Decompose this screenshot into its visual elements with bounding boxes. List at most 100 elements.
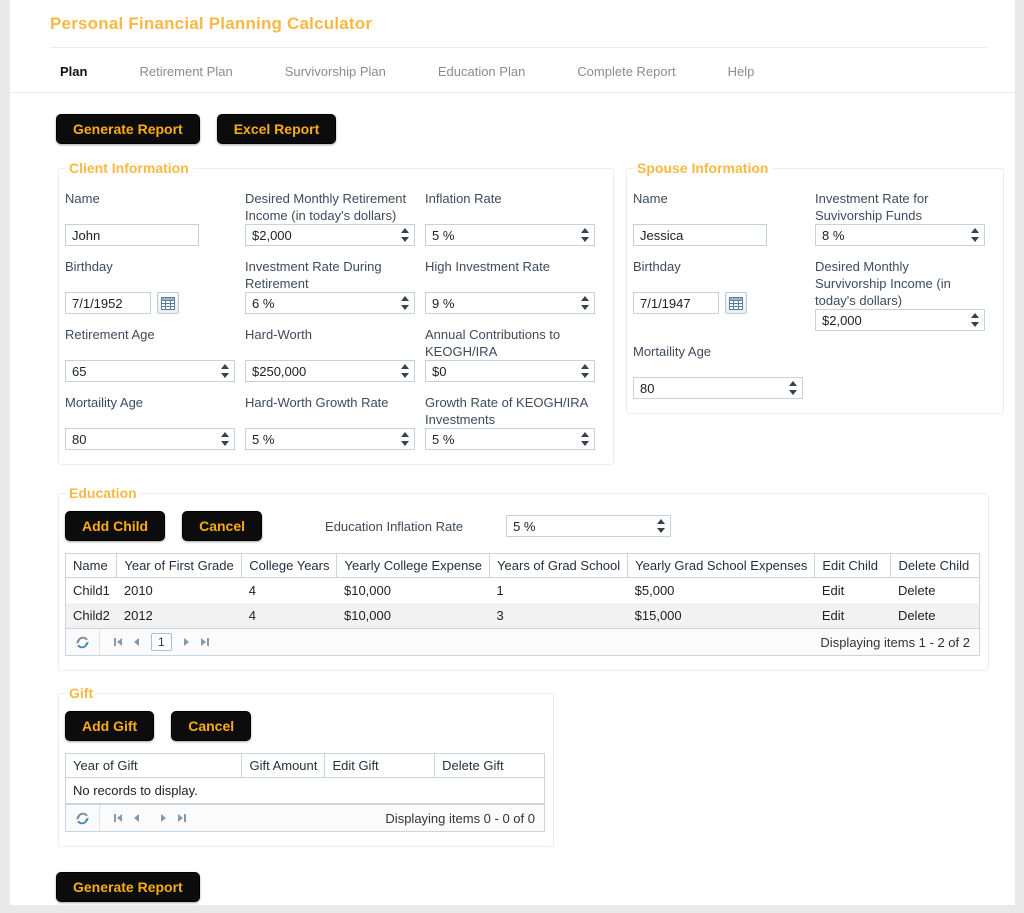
tab-plan[interactable]: Plan — [60, 64, 88, 79]
calendar-button[interactable] — [157, 292, 179, 314]
spinner-down-icon[interactable] — [400, 237, 409, 242]
spinner-up-icon[interactable] — [220, 432, 229, 437]
spinner-down-icon[interactable] — [970, 237, 979, 242]
no-records-message: No records to display. — [65, 777, 545, 804]
client-high-invest-label: High Investment Rate — [425, 259, 551, 274]
client-invest-retire-input[interactable] — [246, 295, 398, 311]
pager-prev-button[interactable] — [134, 638, 139, 646]
gift-cancel-button[interactable]: Cancel — [171, 711, 252, 741]
client-inflation-input[interactable] — [426, 227, 578, 243]
spinner-up-icon[interactable] — [788, 381, 797, 386]
refresh-button[interactable] — [66, 629, 100, 655]
spinner-down-icon[interactable] — [580, 441, 589, 446]
tab-help[interactable]: Help — [727, 64, 755, 79]
pager-next-button[interactable] — [183, 638, 189, 646]
spinner-up-icon[interactable] — [970, 228, 979, 233]
pager-next-button[interactable] — [161, 814, 166, 822]
client-birthday-input[interactable] — [65, 292, 151, 314]
spouse-dmsi-input[interactable] — [816, 312, 968, 328]
refresh-button[interactable] — [66, 805, 100, 831]
column-header: College Years — [241, 553, 338, 578]
spinner-up-icon[interactable] — [580, 228, 589, 233]
calendar-button[interactable] — [725, 292, 747, 314]
add-child-button[interactable]: Add Child — [65, 511, 166, 541]
spinner-up-icon[interactable] — [400, 432, 409, 437]
generate-report-button-bottom[interactable]: Generate Report — [56, 872, 200, 902]
client-retire-age-input[interactable] — [66, 363, 218, 379]
client-mortality-input[interactable] — [66, 431, 218, 447]
client-name-input[interactable] — [65, 224, 199, 246]
spinner-up-icon[interactable] — [580, 432, 589, 437]
add-gift-button[interactable]: Add Gift — [65, 711, 155, 741]
spinner-up-icon[interactable] — [580, 364, 589, 369]
client-hard-worth-input[interactable] — [246, 363, 398, 379]
spinner-down-icon[interactable] — [970, 322, 979, 327]
refresh-icon — [76, 636, 89, 648]
education-inflation-input[interactable] — [507, 518, 655, 534]
spinner-down-icon[interactable] — [220, 373, 229, 378]
education-inflation-spinner — [506, 515, 672, 537]
spinner-up-icon[interactable] — [400, 296, 409, 301]
pager-last-button[interactable] — [178, 814, 186, 822]
generate-report-button[interactable]: Generate Report — [56, 114, 200, 144]
tab-retirement-plan[interactable]: Retirement Plan — [139, 64, 233, 79]
spinner-down-icon[interactable] — [656, 528, 665, 533]
pager-first-button[interactable] — [114, 638, 122, 646]
education-cancel-button[interactable]: Cancel — [182, 511, 263, 541]
spinner-up-icon[interactable] — [400, 364, 409, 369]
spinner-down-icon[interactable] — [220, 441, 229, 446]
gift-section: Gift Add Gift Cancel Year of Gift Gift A… — [58, 685, 554, 847]
spinner-down-icon[interactable] — [580, 373, 589, 378]
column-header: Delete Child — [890, 553, 980, 578]
column-header: Year of Gift — [64, 753, 243, 778]
spinner-up-icon[interactable] — [400, 228, 409, 233]
client-keogh-growth-input[interactable] — [426, 431, 578, 447]
client-dmri-input[interactable] — [246, 227, 398, 243]
table-cell: 1 — [496, 583, 504, 598]
row-action-link[interactable]: Delete — [890, 603, 980, 628]
column-header: Delete Gift — [434, 753, 545, 778]
spouse-invest-surv-input[interactable] — [816, 227, 968, 243]
spinner-down-icon[interactable] — [580, 305, 589, 310]
spinner-up-icon[interactable] — [970, 313, 979, 318]
row-action-link[interactable]: Edit — [814, 603, 891, 628]
header-divider — [50, 47, 987, 48]
client-information-section: Client Information Name Desired Monthly … — [58, 160, 614, 465]
client-keogh-contrib-input[interactable] — [426, 363, 578, 379]
row-action-link[interactable]: Delete — [897, 583, 936, 598]
client-hard-worth-label: Hard-Worth — [245, 327, 312, 342]
pager-last-button[interactable] — [200, 638, 209, 646]
spinner-down-icon[interactable] — [788, 390, 797, 395]
column-header: Name — [64, 553, 118, 578]
column-header: Gift Amount — [241, 753, 326, 778]
pager-prev-button[interactable] — [134, 814, 139, 822]
column-header: Year of First Grade — [116, 553, 243, 578]
spinner-down-icon[interactable] — [400, 373, 409, 378]
pager-current-page[interactable]: 1 — [151, 633, 172, 651]
tab-education-plan[interactable]: Education Plan — [437, 64, 526, 79]
client-hw-growth-input[interactable] — [246, 431, 398, 447]
excel-report-button[interactable]: Excel Report — [216, 114, 337, 144]
column-header: Edit Gift — [324, 753, 436, 778]
spinner-down-icon[interactable] — [400, 305, 409, 310]
spouse-name-input[interactable] — [633, 224, 767, 246]
first-page-icon — [117, 638, 122, 646]
client-high-invest-spinner — [425, 292, 595, 314]
tab-complete-report[interactable]: Complete Report — [577, 64, 676, 79]
spinner-up-icon[interactable] — [220, 364, 229, 369]
spouse-mortality-input[interactable] — [634, 380, 786, 396]
spinner-up-icon[interactable] — [580, 296, 589, 301]
pager-first-button[interactable] — [114, 814, 122, 822]
client-inflation-label: Inflation Rate — [425, 191, 502, 206]
column-header: Yearly Grad School Expenses — [627, 553, 816, 578]
client-high-invest-input[interactable] — [426, 295, 578, 311]
spinner-down-icon[interactable] — [580, 237, 589, 242]
row-action-link[interactable]: Edit — [821, 583, 845, 598]
spinner-down-icon[interactable] — [400, 441, 409, 446]
spouse-birthday-input[interactable] — [633, 292, 719, 314]
spinner-up-icon[interactable] — [656, 519, 665, 524]
main-nav: Plan Retirement Plan Survivorship Plan E… — [10, 48, 1015, 92]
pager-status-text: Displaying items 1 - 2 of 2 — [820, 634, 970, 650]
tab-survivorship-plan[interactable]: Survivorship Plan — [284, 64, 386, 79]
